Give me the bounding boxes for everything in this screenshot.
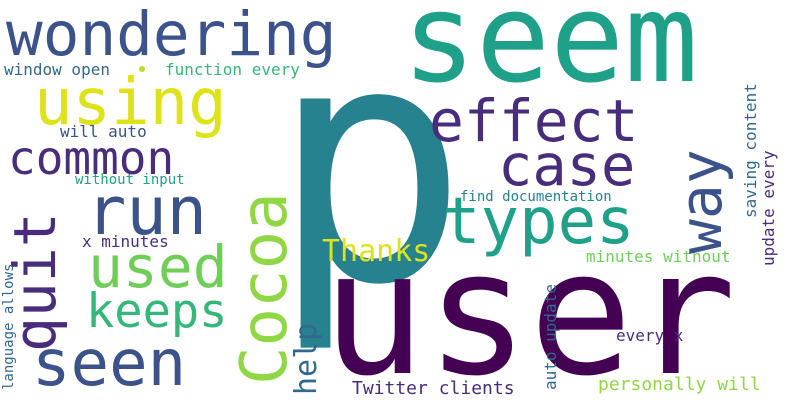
word-window-open: window open: [4, 60, 110, 79]
word-personally-will: personally will: [598, 374, 761, 395]
word-every-x: every x: [616, 326, 684, 345]
word-used: used: [88, 233, 228, 301]
word-run: run: [86, 172, 208, 250]
word-thanks: Thanks: [322, 234, 431, 269]
word-auto-update: auto update: [541, 284, 560, 390]
word-find-documentation: find documentation: [460, 189, 612, 205]
word-wondering: wondering: [6, 0, 337, 70]
word-way: way: [667, 149, 735, 254]
word-minutes-without: minutes without: [586, 247, 731, 266]
word-p: p: [270, 0, 469, 357]
word-update-every: update every: [759, 150, 778, 266]
word-user: user: [322, 213, 737, 400]
word-seen: seen: [32, 327, 187, 400]
word-using: using: [34, 66, 227, 140]
word-types: types: [442, 185, 635, 259]
word-function-every: function every: [165, 60, 300, 79]
word-case: case: [498, 133, 636, 199]
word-x-minutes: x minutes: [82, 232, 169, 251]
word-saving-content: saving content: [741, 83, 760, 218]
word-without-input: without input: [75, 172, 185, 188]
word-effect: effect: [429, 87, 639, 155]
word-language-allows: language allows: [1, 263, 17, 390]
accent-dot: [139, 66, 145, 72]
word-common: common: [8, 131, 175, 185]
word-cocoa: Cocoa: [228, 192, 302, 385]
word-help: help: [289, 322, 324, 395]
word-keeps: keeps: [86, 284, 228, 339]
word-will-auto: will auto: [60, 122, 147, 141]
word-twitter-clients: Twitter clients: [352, 378, 515, 399]
word-seem: seem: [402, 0, 699, 111]
